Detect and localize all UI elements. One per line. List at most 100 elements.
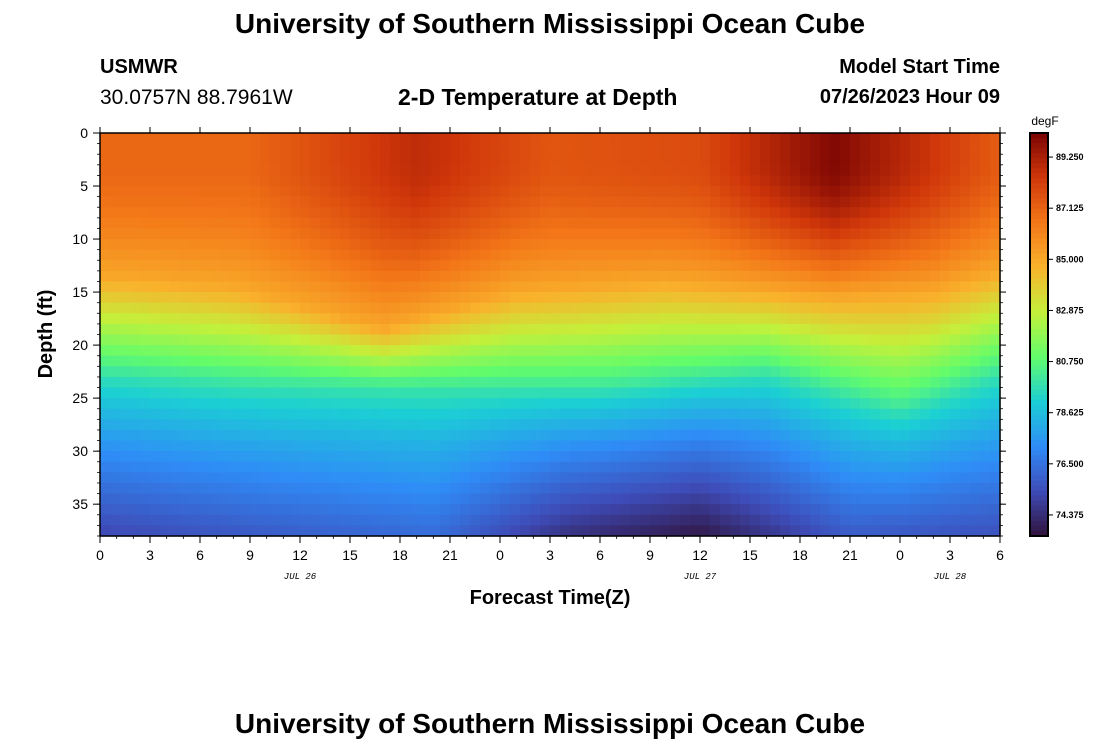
heatmap-cell [730,482,741,495]
heatmap-cell [430,133,441,145]
heatmap-cell [280,376,291,389]
heatmap-cell [120,239,131,251]
heatmap-cell [250,133,261,145]
heatmap-cell [640,302,651,314]
heatmap-cell [980,376,991,389]
heatmap-cell [570,451,581,463]
heatmap-cell [550,239,561,251]
heatmap-cell [830,196,841,208]
heatmap-cell [850,292,861,304]
heatmap-cell [870,270,881,283]
heatmap-cell [740,207,751,219]
heatmap-cell [860,270,871,283]
heatmap-cell [720,408,731,420]
heatmap-cell [420,525,431,537]
heatmap-cell [410,429,421,442]
colorbar-segment [1030,223,1048,230]
heatmap-cell [660,207,671,219]
heatmap-cell [520,239,531,251]
heatmap-cell [800,366,811,378]
heatmap-cell [720,281,731,293]
heatmap-cell [790,281,801,293]
heatmap-cell [180,175,191,187]
heatmap-cell [890,482,901,495]
heatmap-cell [710,143,721,155]
heatmap-cell [410,313,421,325]
heatmap-cell [640,292,651,304]
heatmap-cell [940,270,951,283]
heatmap-cell [380,292,391,304]
heatmap-cell [860,292,871,304]
heatmap-cell [250,186,261,198]
heatmap-cell [570,398,581,410]
heatmap-cell [800,313,811,325]
heatmap-cell [980,323,991,336]
heatmap-cell [370,154,381,166]
x-tick-label: 6 [596,547,604,563]
heatmap-cell [150,451,161,463]
heatmap-cell [220,514,231,526]
heatmap-cell [680,313,691,325]
heatmap-cell [700,408,711,420]
heatmap-cell [920,461,931,473]
heatmap-cell [940,239,951,251]
heatmap-cell [190,429,201,442]
heatmap-cell [490,228,501,240]
heatmap-cell [910,419,921,431]
heatmap-cell [980,334,991,346]
heatmap-cell [610,292,621,304]
model-start-value: 07/26/2023 Hour 09 [819,86,1000,108]
heatmap-cell [260,376,271,389]
heatmap-cell [350,292,361,304]
heatmap-cell [950,440,961,452]
heatmap-cell [900,270,911,283]
heatmap-cell [240,387,251,399]
heatmap-cell [680,461,691,473]
heatmap-cell [570,429,581,442]
heatmap-cell [670,472,681,484]
heatmap-cell [730,217,741,230]
heatmap-cell [120,228,131,240]
heatmap-cell [420,260,431,272]
heatmap-cell [620,228,631,240]
heatmap-cell [620,525,631,537]
colorbar-tick-label: 89.250 [1056,152,1084,162]
heatmap-cell [450,239,461,251]
heatmap-cell [510,281,521,293]
heatmap-cell [310,514,321,526]
heatmap-cell [140,249,151,261]
heatmap-cell [420,408,431,420]
heatmap-cell [610,175,621,187]
heatmap-cell [110,313,121,325]
heatmap-cell [540,419,551,431]
heatmap-cell [230,493,241,505]
heatmap-cell [850,196,861,208]
heatmap-cell [460,133,471,145]
heatmap-cell [340,493,351,505]
heatmap-cell [780,186,791,198]
heatmap-cell [320,239,331,251]
heatmap-cell [630,387,641,399]
heatmap-cell [150,217,161,230]
heatmap-cell [580,270,591,283]
heatmap-cell [270,440,281,452]
heatmap-cell [300,302,311,314]
heatmap-cell [670,260,681,272]
heatmap-cell [390,154,401,166]
heatmap-cell [490,175,501,187]
heatmap-cell [520,345,531,357]
heatmap-cell [460,345,471,357]
heatmap-cell [670,270,681,283]
heatmap-cell [380,270,391,283]
heatmap-cell [920,302,931,314]
heatmap-cell [340,217,351,230]
heatmap-cell [710,419,721,431]
heatmap-cell [660,186,671,198]
heatmap-cell [120,355,131,367]
heatmap-cell [450,482,461,495]
heatmap-cell [290,164,301,177]
heatmap-cell [680,302,691,314]
heatmap-cell [100,260,111,272]
heatmap-cell [140,376,151,389]
heatmap-cell [120,196,131,208]
